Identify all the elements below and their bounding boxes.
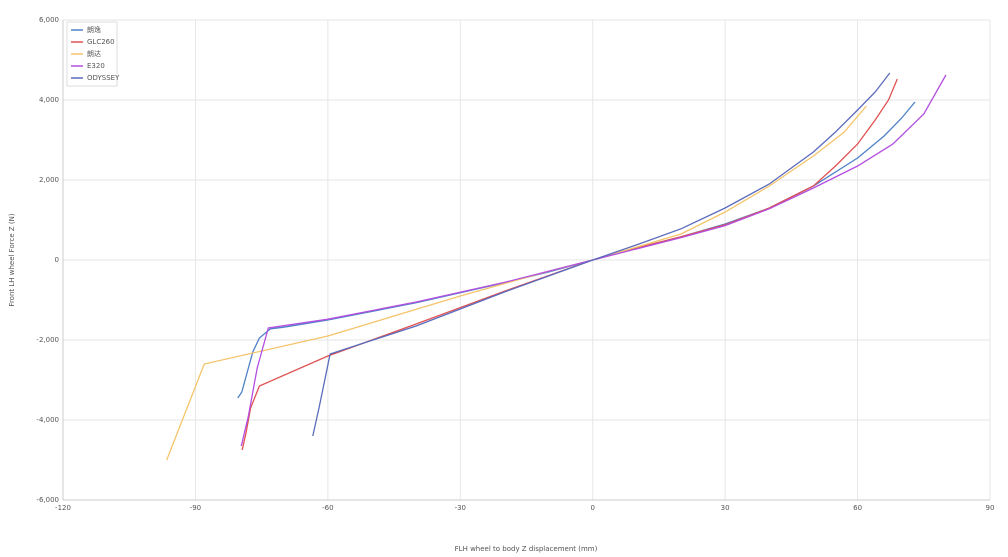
x-axis-label: FLH wheel to body Z displacement (mm): [455, 545, 598, 553]
legend-label: 朗达: [87, 49, 101, 58]
x-tick-label: 60: [853, 504, 862, 512]
legend-label: GLC260: [87, 38, 115, 46]
y-tick-label: -4,000: [36, 416, 59, 424]
series-line: [166, 105, 867, 461]
x-tick-label: -60: [322, 504, 333, 512]
series-line: [312, 72, 891, 437]
legend-label: 朗逸: [87, 25, 101, 34]
y-tick-label: -2,000: [36, 336, 59, 344]
x-tick-label: 0: [590, 504, 594, 512]
x-tick-label: 90: [986, 504, 995, 512]
y-tick-label: -6,000: [36, 496, 59, 504]
y-tick-label: 0: [55, 256, 59, 264]
legend-box: [66, 21, 118, 87]
y-axis-label: Front LH wheel Force Z (N): [8, 213, 16, 306]
y-tick-label: 2,000: [39, 176, 59, 184]
y-tick-label: 6,000: [39, 16, 59, 24]
x-tick-label: -90: [190, 504, 201, 512]
series-line: [240, 74, 947, 447]
x-tick-label: -120: [55, 504, 71, 512]
legend-label: E320: [87, 62, 105, 70]
legend-label: ODYSSEY: [87, 74, 120, 82]
y-tick-label: 4,000: [39, 96, 59, 104]
x-tick-label: 30: [721, 504, 730, 512]
x-tick-label: -30: [455, 504, 466, 512]
series-line: [237, 101, 916, 399]
series-line: [241, 78, 898, 451]
